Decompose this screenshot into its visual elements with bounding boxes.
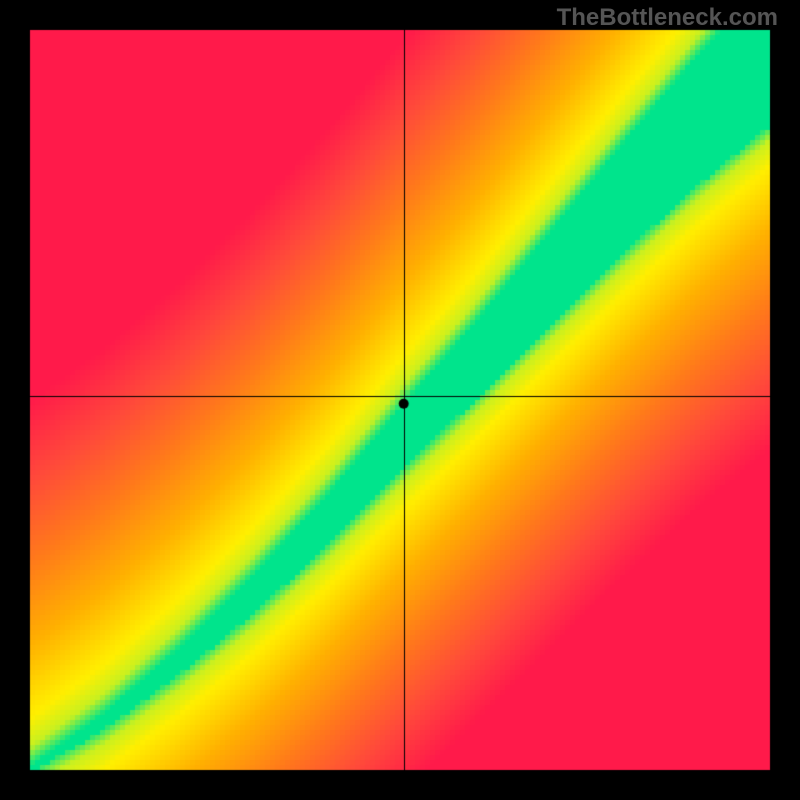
watermark-label: TheBottleneck.com (557, 4, 778, 32)
bottleneck-heatmap (0, 0, 800, 800)
chart-container: TheBottleneck.com (0, 0, 800, 800)
